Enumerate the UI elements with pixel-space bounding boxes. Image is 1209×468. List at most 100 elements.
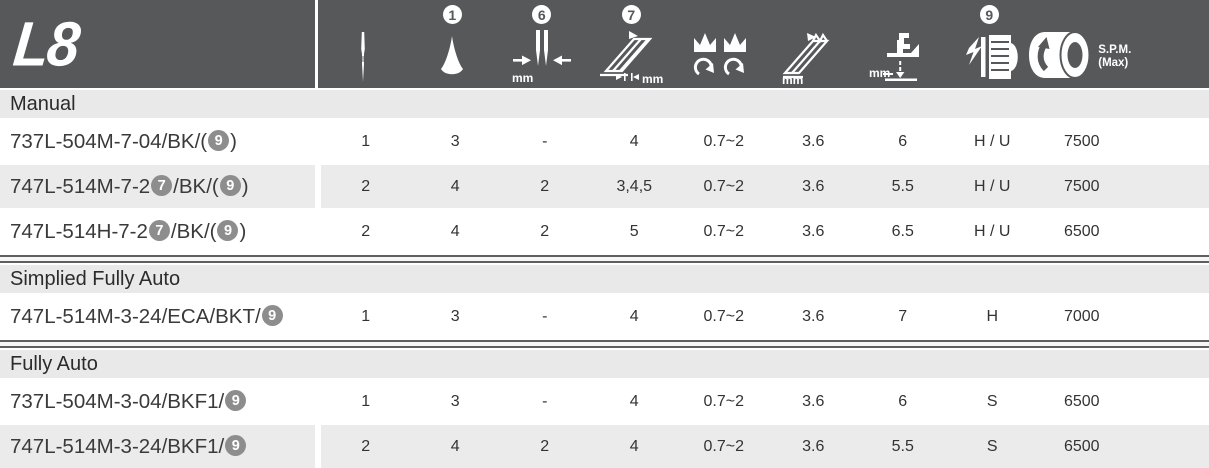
- table-row: 747L-514M-3-24/ECA/BKT/9 1 3 - 4 0.7~2 3.6 7 H 7…: [0, 295, 1209, 338]
- svg-text:mm: mm: [782, 73, 803, 85]
- column-gap: [315, 165, 321, 208]
- needle-icon: [355, 26, 371, 88]
- table-header: L8 1: [0, 0, 1209, 88]
- column-gap: [315, 295, 321, 338]
- circled-7-badge: 7: [151, 175, 173, 196]
- spec-value: 2: [361, 222, 371, 240]
- svg-text:mm: mm: [512, 71, 533, 84]
- spec-value: 5.5: [891, 177, 914, 195]
- spec-value: 2: [540, 177, 550, 195]
- column-gap: [315, 380, 321, 423]
- spec-value: H / U: [974, 222, 1011, 240]
- row-values: 2 4 2 3,4,5 0.7~2 3.6 5.5 H / U 7500: [321, 165, 1209, 208]
- spec-value: 1: [361, 132, 371, 150]
- circled-7-badge: 7: [148, 220, 170, 241]
- spec-value: 4: [450, 437, 460, 455]
- column-motor: 9: [945, 0, 1035, 88]
- section-divider: [0, 255, 1209, 263]
- spec-value: 2: [361, 177, 371, 195]
- column-needle-gauge: 6 mm: [497, 0, 587, 88]
- spec-value: 4: [629, 437, 639, 455]
- svg-text:mm: mm: [642, 72, 663, 85]
- spec-value: 0.7~2: [703, 177, 744, 195]
- model-name: 737L-504M-3-04/BKF1/9: [0, 380, 315, 423]
- spec-value: 5: [629, 222, 639, 240]
- column-speed: S.P.M. (Max): [1029, 0, 1131, 88]
- table-body: Manual 737L-504M-7-04/BK/(9) 1 3 - 4 0.7~2 3.…: [0, 90, 1209, 468]
- spec-value: 3.6: [802, 132, 825, 150]
- stitch-length-icon: mm: [598, 26, 664, 88]
- column-stitch-length: 7: [587, 0, 677, 88]
- spec-value: 6500: [1063, 392, 1100, 410]
- section-divider: [0, 340, 1209, 348]
- column-needle: [318, 0, 408, 88]
- table-row: 747L-514H-7-2 7/BK/(9) 2 4 2 5 0.7~2 3.6 6.5 H /…: [0, 210, 1209, 253]
- section-label: Fully Auto: [10, 352, 98, 375]
- spec-value: 3: [450, 392, 460, 410]
- spec-value: 6500: [1063, 437, 1100, 455]
- spec-value: 7500: [1063, 132, 1100, 150]
- spec-value: 7: [898, 307, 908, 325]
- spec-value: 3,4,5: [616, 177, 653, 195]
- row-values: 2 4 2 5 0.7~2 3.6 6.5 H / U 6500: [321, 210, 1209, 253]
- spec-value: 3.6: [802, 177, 825, 195]
- model-name: 747L-514M-7-2 7/BK/(9): [0, 165, 315, 208]
- spec-value: 0.7~2: [703, 132, 744, 150]
- spec-value: 3.6: [802, 307, 825, 325]
- spec-value: 1: [361, 307, 371, 325]
- spec-value: 7500: [1063, 177, 1100, 195]
- table-row: 737L-504M-3-04/BKF1/9 1 3 - 4 0.7~2 3.6 6 S 6500: [0, 380, 1209, 423]
- spec-value: -: [542, 132, 548, 150]
- series-logo-cell: L8: [0, 0, 315, 88]
- row-values: 1 3 - 4 0.7~2 3.6 6 H / U 7500: [321, 120, 1209, 163]
- spec-value: 4: [629, 132, 639, 150]
- table-row: 747L-514M-3-24/BKF1/9 2 4 2 4 0.7~2 3.6 5.5 S 65…: [0, 425, 1209, 468]
- section-label: Simplied Fully Auto: [10, 267, 181, 290]
- spec-value: 3.6: [802, 437, 825, 455]
- foot-lift-icon: mm: [869, 26, 931, 88]
- motor-icon: [956, 26, 1022, 88]
- circled-9-badge: 9: [261, 305, 283, 326]
- spec-value: 0.7~2: [703, 437, 744, 455]
- circled-9-badge: 9: [225, 390, 247, 411]
- spec-value: 7000: [1063, 307, 1100, 325]
- spec-value: 0.7~2: [703, 392, 744, 410]
- needle-gauge-icon: mm: [511, 26, 573, 88]
- row-values: 1 3 - 4 0.7~2 3.6 6 S 6500: [321, 380, 1209, 423]
- spec-value: 5.5: [891, 437, 914, 455]
- header-divider-line: [315, 0, 318, 88]
- circled-9-badge: 9: [217, 220, 239, 241]
- header-columns: 1 6: [318, 0, 1209, 88]
- badge: 1: [442, 5, 462, 24]
- model-name: 747L-514H-7-2 7/BK/(9): [0, 210, 315, 253]
- series-logo: L8: [10, 8, 82, 80]
- circled-9-badge: 9: [225, 435, 247, 456]
- circled-9-badge: 9: [219, 175, 241, 196]
- spec-value: 6500: [1063, 222, 1100, 240]
- spec-value: H / U: [974, 177, 1011, 195]
- spec-value: 6.5: [891, 222, 914, 240]
- table-row: 737L-504M-7-04/BK/(9) 1 3 - 4 0.7~2 3.6 6 H / U…: [0, 120, 1209, 163]
- thread-cone-icon: [434, 26, 470, 88]
- spec-value: 4: [629, 307, 639, 325]
- svg-text:mm: mm: [869, 66, 890, 80]
- spec-value: 1: [361, 392, 371, 410]
- column-loopers: [676, 0, 766, 88]
- model-name: 747L-514M-3-24/BKF1/9: [0, 425, 315, 468]
- spec-value: 4: [629, 392, 639, 410]
- spec-value: 3.6: [802, 222, 825, 240]
- section-header-row: Manual: [0, 90, 1209, 118]
- spec-value: S: [986, 392, 998, 410]
- badge: 6: [532, 5, 552, 24]
- badge: 7: [621, 5, 641, 24]
- pulley-speed-icon: [1026, 30, 1094, 85]
- spec-value: 0.7~2: [703, 307, 744, 325]
- spec-value: 3: [450, 132, 460, 150]
- spm-label: S.P.M. (Max): [1098, 44, 1132, 69]
- section-header-row: Simplied Fully Auto: [0, 265, 1209, 293]
- spec-value: 3.6: [802, 392, 825, 410]
- circled-9-badge: 9: [208, 130, 230, 151]
- spec-value: -: [542, 392, 548, 410]
- row-values: 1 3 - 4 0.7~2 3.6 7 H 7000: [321, 295, 1209, 338]
